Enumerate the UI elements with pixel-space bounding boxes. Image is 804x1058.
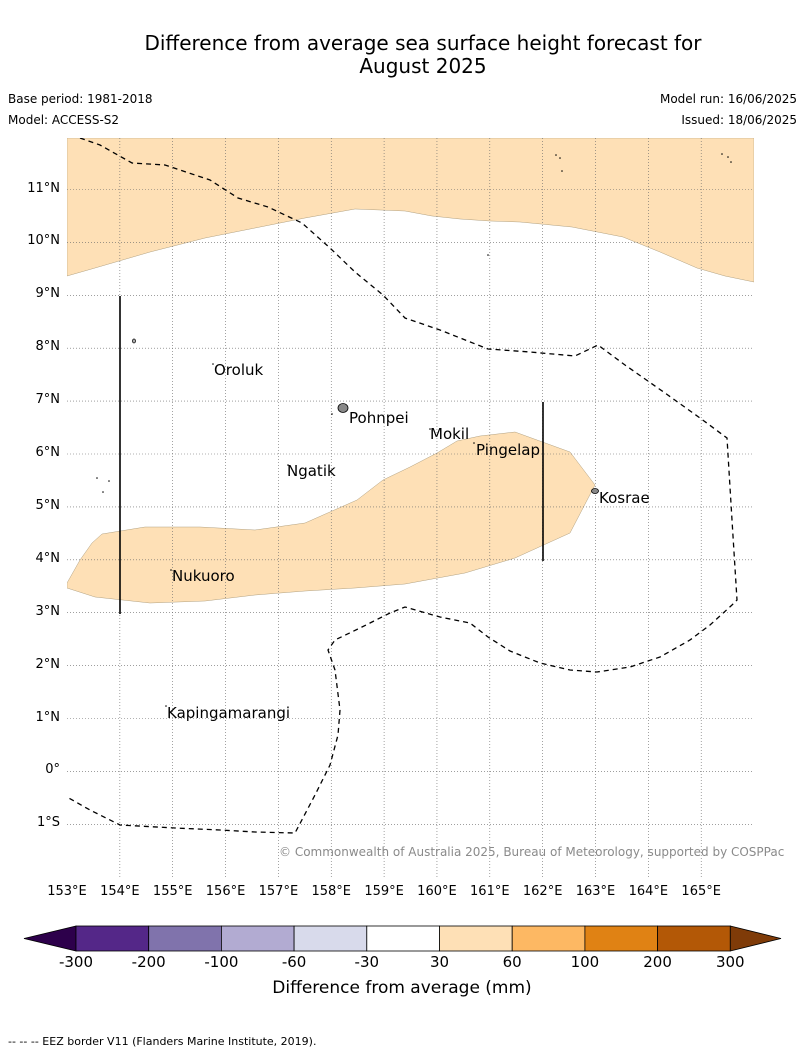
model-run: Model run: 16/06/2025 — [659, 92, 797, 106]
y-tick-label: 1°N — [35, 709, 61, 725]
y-tick-label: 4°N — [35, 550, 61, 566]
x-tick-label: 163°E — [575, 884, 616, 899]
colorbar-bin — [511, 925, 586, 952]
x-tick-label: 153°E — [47, 884, 87, 899]
copyright-notice: © Commonwealth of Australia 2025, Bureau… — [279, 845, 785, 859]
colorbar-bin — [148, 925, 222, 952]
colorbar-tick-label: 100 — [570, 953, 600, 971]
x-tick-label: 156°E — [205, 884, 246, 899]
colorbar-tick-label: 300 — [715, 953, 745, 971]
x-tick-label: 160°E — [417, 884, 457, 899]
colorbar-extend-high — [729, 925, 782, 952]
y-tick-label: 2°N — [35, 656, 61, 672]
x-tick-label: 159°E — [364, 884, 404, 899]
model-name: Model: ACCESS-S2 — [8, 113, 120, 127]
colorbar-tick-label: 200 — [643, 953, 672, 971]
kosrae-island — [591, 488, 599, 494]
colorbar-bin — [584, 925, 659, 952]
x-tick-label: 164°E — [628, 884, 669, 899]
colorbar-bin — [293, 925, 368, 952]
label-pingelap: Pingelap — [476, 441, 541, 459]
colorbar-bin — [75, 925, 150, 952]
label-ngatik: Ngatik — [287, 462, 336, 480]
label-mokil: Mokil — [430, 425, 470, 443]
colorbar-tick-label: -200 — [131, 953, 166, 971]
y-tick-label: 7°N — [35, 392, 61, 408]
atoll-dots — [96, 153, 732, 707]
pohnpei-island — [337, 403, 349, 413]
label-kapingamarangi: Kapingamarangi — [167, 704, 291, 722]
y-tick-label: 6°N — [35, 445, 61, 460]
x-tick-label: 157°E — [258, 884, 299, 899]
y-tick-label: 9°N — [35, 286, 61, 302]
issued-date: Issued: 18/06/2025 — [681, 113, 797, 127]
y-tick-label: 1°S — [36, 815, 60, 831]
y-tick-label: 0° — [45, 762, 60, 778]
x-tick-label: 162°E — [522, 884, 563, 899]
title-line-1: Difference from average sea surface heig… — [144, 31, 702, 55]
colorbar-tick-label: 60 — [502, 953, 522, 971]
label-oroluk: Oroluk — [214, 361, 264, 379]
x-tick-label: 155°E — [152, 884, 193, 899]
y-tick-label: 8°N — [35, 339, 61, 355]
x-tick-label: 158°E — [311, 884, 352, 899]
map-title: Difference from average sea surface heig… — [0, 32, 804, 78]
y-tick-label: 10°N — [27, 233, 60, 249]
atoll-west — [132, 338, 136, 344]
y-tick-label: 11°N — [27, 180, 60, 196]
colorbar-tick-label: -300 — [58, 953, 94, 971]
colorbar-tick-label: -30 — [354, 953, 380, 971]
colorbar-bin — [657, 925, 731, 952]
title-line-2: August 2025 — [359, 54, 487, 78]
colorbar-extend-low — [23, 925, 77, 952]
eez-footnote: -- -- -- EEZ border V11 (Flanders Marine… — [8, 1035, 317, 1048]
colorbar-bin — [366, 925, 440, 952]
label-kosrae: Kosrae — [599, 489, 650, 507]
colorbar-bin — [220, 925, 295, 952]
y-tick-label: 3°N — [35, 603, 61, 619]
x-tick-label: 154°E — [100, 884, 140, 899]
graticule — [67, 138, 754, 879]
x-tick-label: 161°E — [470, 884, 510, 899]
label-pohnpei: Pohnpei — [349, 409, 409, 427]
base-period: Base period: 1981-2018 — [8, 92, 153, 106]
map-area — [67, 138, 754, 879]
anomaly-region-central — [67, 431, 596, 604]
colorbar-tick-label: -100 — [204, 953, 239, 971]
y-tick-label: 5°N — [35, 497, 61, 513]
anomaly-region-north — [67, 138, 754, 283]
label-nukuoro: Nukuoro — [172, 567, 235, 585]
colorbar-tick-label: -60 — [281, 953, 307, 971]
colorbar-bin — [439, 925, 513, 952]
x-tick-label: 165°E — [681, 884, 721, 899]
eez-border — [67, 138, 738, 834]
colorbar-title: Difference from average (mm) — [272, 978, 532, 998]
colorbar-tick-label: 30 — [429, 953, 450, 971]
